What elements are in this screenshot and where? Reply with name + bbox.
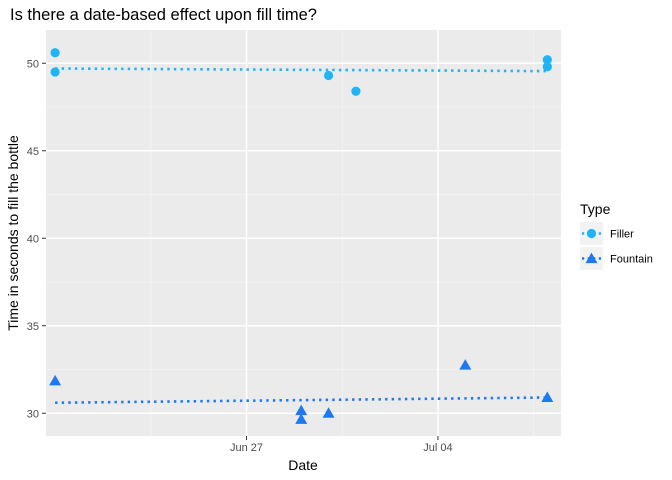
minor-gridlines — [46, 30, 561, 436]
legend-label: Fountain — [610, 254, 653, 266]
filler-point — [542, 55, 552, 65]
fountain-point — [459, 359, 472, 370]
x-axis-ticks: Jun 27 Jul 04 — [230, 436, 453, 454]
y-tick-label: 40 — [27, 233, 39, 245]
fountain-trend-line — [55, 396, 548, 405]
y-axis-ticks: 30 35 40 45 50 — [27, 58, 46, 420]
filler-point — [323, 70, 334, 81]
y-axis-title: Time in seconds to fill the bottle — [5, 135, 21, 331]
legend-key-circle — [586, 228, 597, 239]
fountain-point — [322, 407, 335, 418]
filler-point — [50, 48, 60, 58]
x-tick-label: Jun 27 — [230, 442, 263, 454]
trend-lines — [55, 67, 548, 405]
plot-panel — [46, 30, 561, 436]
y-tick-label: 30 — [27, 408, 39, 420]
legend: Type Filler Fountain — [580, 201, 653, 270]
filler-point — [351, 86, 361, 96]
filler-trend-line — [55, 67, 548, 73]
legend-title: Type — [580, 201, 611, 217]
legend-key-triangle — [585, 252, 598, 264]
filler-point — [542, 62, 552, 72]
y-tick-label: 50 — [27, 58, 39, 70]
fountain-point — [49, 374, 62, 386]
legend-label: Filler — [610, 229, 634, 241]
y-tick-label: 35 — [27, 321, 39, 333]
chart-title: Is there a date-based effect upon fill t… — [10, 6, 317, 24]
filler-point — [50, 67, 60, 77]
x-axis-title: Date — [288, 457, 318, 473]
fountain-point — [295, 404, 308, 416]
major-gridlines — [46, 30, 561, 436]
fountain-point — [295, 413, 308, 424]
data-points — [49, 48, 554, 424]
y-tick-label: 45 — [27, 146, 39, 158]
legend-items: Filler Fountain — [580, 222, 653, 270]
fountain-point — [541, 391, 554, 402]
x-tick-label: Jul 04 — [423, 442, 452, 454]
